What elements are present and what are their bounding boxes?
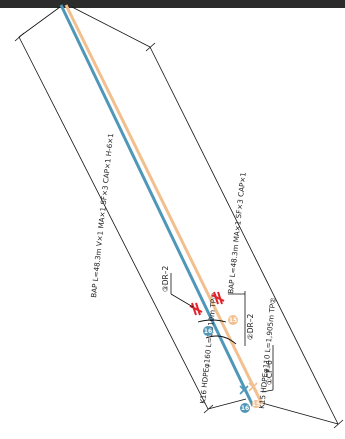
svg-text:15: 15 — [252, 401, 260, 408]
pipe-k16 — [59, 4, 255, 407]
k16-components-label: BAP L=48.3m V×1 MA×1 SF×3 CAP×1 H-6×1 — [89, 133, 115, 299]
k15-components-label: BAP L=48.3m MA×1 SF×3 CAP×1 — [226, 172, 248, 295]
badge-k15-upper: 15 — [228, 315, 238, 325]
tag-dr2-k16: ③DR–2 — [161, 266, 170, 292]
frame-bottom-edge-right — [261, 402, 339, 425]
tag-dr2-k15: ②DR–2 — [246, 314, 255, 340]
k15-spec-label: K15 HDPEφ110 L=1,905m TP② — [257, 297, 278, 409]
frame-top-edge — [18, 6, 61, 38]
end-marker-k16 — [239, 385, 249, 395]
frame-bottom-edge-left — [207, 398, 247, 410]
end-marker-k15 — [248, 382, 258, 392]
badge-k15-lower: 15 — [252, 400, 260, 408]
cross-marker-k15 — [211, 291, 225, 305]
crossing-symbol — [197, 319, 237, 345]
tag-cf6: ①CF–6 — [265, 360, 274, 385]
svg-text:15: 15 — [229, 317, 237, 324]
frame-left-dim-line — [18, 36, 209, 410]
leader-lines — [170, 273, 274, 393]
badge-k16-upper: 16 — [203, 326, 213, 336]
svg-text:16: 16 — [241, 405, 249, 412]
cross-marker-k16 — [189, 302, 203, 316]
svg-text:16: 16 — [204, 328, 212, 335]
frame-right-dim-line — [149, 46, 339, 425]
k16-spec-label: K16 HDPEφ160 L=1,910m TP② — [198, 292, 219, 404]
pipe-k15 — [64, 4, 264, 405]
dimension-frame — [14, 6, 344, 429]
frame-top-edge-right — [71, 6, 151, 48]
header-bar — [0, 0, 345, 8]
badge-k16-lower: 16 — [240, 403, 250, 413]
